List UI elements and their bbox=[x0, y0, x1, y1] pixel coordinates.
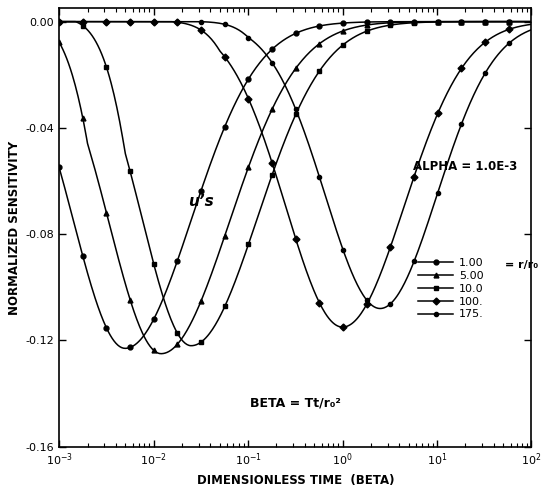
100. bbox=[444, 90, 450, 96]
Text: ALPHA = 1.0E-3: ALPHA = 1.0E-3 bbox=[413, 159, 518, 173]
100. bbox=[337, 324, 344, 330]
5.00 bbox=[338, 29, 344, 35]
175. bbox=[283, 85, 290, 91]
5.00 bbox=[158, 350, 164, 356]
5.00 bbox=[56, 39, 62, 45]
Text: u’s: u’s bbox=[188, 194, 214, 209]
175. bbox=[518, 32, 524, 38]
1.00 bbox=[56, 164, 62, 170]
Line: 175.: 175. bbox=[57, 19, 534, 310]
1.00 bbox=[338, 20, 344, 26]
175. bbox=[337, 239, 344, 245]
1.00 bbox=[122, 346, 129, 351]
5.00 bbox=[518, 19, 524, 25]
1.00 bbox=[444, 19, 450, 25]
100. bbox=[280, 196, 287, 202]
10.0 bbox=[56, 19, 62, 25]
Text: = r/r₀: = r/r₀ bbox=[505, 260, 539, 270]
1.00 bbox=[281, 37, 288, 43]
100. bbox=[528, 21, 535, 27]
175. bbox=[528, 27, 535, 33]
1.00 bbox=[284, 35, 290, 41]
Legend: 1.00, 5.00, 10.0, 100., 175.: 1.00, 5.00, 10.0, 100., 175. bbox=[414, 254, 488, 324]
100. bbox=[283, 205, 290, 211]
5.00 bbox=[528, 19, 535, 25]
1.00 bbox=[528, 19, 535, 25]
175. bbox=[311, 159, 318, 165]
10.0 bbox=[518, 19, 524, 25]
10.0 bbox=[444, 19, 450, 25]
100. bbox=[339, 324, 345, 330]
Line: 100.: 100. bbox=[57, 19, 534, 330]
5.00 bbox=[284, 78, 290, 84]
1.00 bbox=[312, 24, 319, 30]
5.00 bbox=[444, 19, 450, 25]
1.00 bbox=[518, 19, 524, 25]
10.0 bbox=[528, 19, 535, 25]
Y-axis label: NORMALIZED SENSITIVITY: NORMALIZED SENSITIVITY bbox=[8, 141, 21, 314]
Text: BETA = Tt/r₀²: BETA = Tt/r₀² bbox=[250, 396, 341, 409]
175. bbox=[56, 19, 62, 25]
Line: 10.0: 10.0 bbox=[57, 19, 534, 348]
10.0 bbox=[188, 343, 195, 348]
10.0 bbox=[338, 44, 344, 50]
Line: 5.00: 5.00 bbox=[57, 19, 534, 356]
5.00 bbox=[281, 83, 288, 89]
10.0 bbox=[312, 74, 319, 80]
Line: 1.00: 1.00 bbox=[57, 19, 534, 351]
175. bbox=[377, 305, 383, 311]
100. bbox=[56, 19, 62, 25]
100. bbox=[311, 290, 318, 296]
10.0 bbox=[281, 139, 288, 145]
10.0 bbox=[284, 132, 290, 138]
175. bbox=[280, 79, 287, 85]
5.00 bbox=[312, 44, 319, 50]
175. bbox=[444, 161, 450, 167]
X-axis label: DIMENSIONLESS TIME  (BETA): DIMENSIONLESS TIME (BETA) bbox=[196, 474, 394, 487]
100. bbox=[518, 23, 524, 29]
